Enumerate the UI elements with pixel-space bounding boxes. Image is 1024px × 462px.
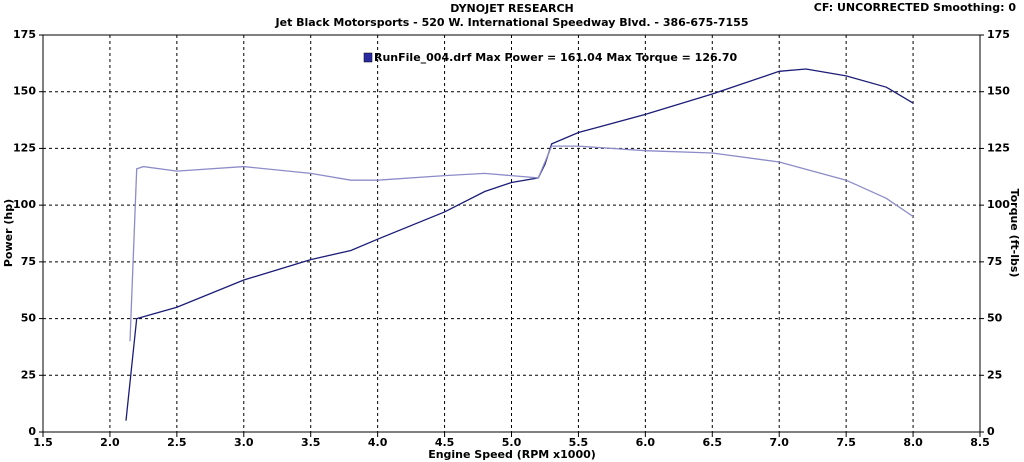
- y-tick-label: 125: [13, 141, 36, 154]
- y-tick-label: 25: [21, 368, 36, 381]
- y2-tick-label: 150: [987, 85, 1010, 98]
- x-tick-label: 1.5: [33, 436, 53, 449]
- x-tick-label: 3.5: [301, 436, 321, 449]
- x-tick-label: 3.0: [234, 436, 254, 449]
- legend-swatch: [363, 52, 373, 63]
- x-tick-label: 5.5: [569, 436, 589, 449]
- x-tick-label: 4.0: [368, 436, 388, 449]
- y2-tick-label: 25: [987, 368, 1002, 381]
- y2-axis-label: Torque (ft-lbs): [1008, 189, 1021, 278]
- y2-tick-label: 175: [987, 28, 1010, 41]
- y2-tick-label: 75: [987, 255, 1002, 268]
- y-tick-label: 150: [13, 85, 36, 98]
- x-tick-label: 8.5: [970, 436, 990, 449]
- y-tick-label: 50: [21, 312, 37, 325]
- legend-text: RunFile_004.drf Max Power = 161.04 Max T…: [374, 51, 737, 64]
- y2-tick-label: 50: [987, 312, 1003, 325]
- y-tick-label: 175: [13, 28, 36, 41]
- x-tick-label: 2.0: [100, 436, 120, 449]
- x-tick-label: 6.5: [703, 436, 723, 449]
- y-tick-label: 100: [13, 198, 36, 211]
- x-tick-label: 2.5: [167, 436, 187, 449]
- y2-tick-label: 125: [987, 141, 1010, 154]
- x-axis-label: Engine Speed (RPM x1000): [428, 448, 596, 461]
- series-line: [129, 145, 914, 342]
- plot-frame: [42, 34, 981, 433]
- y-tick-label: 75: [21, 255, 36, 268]
- x-tick-label: 7.0: [769, 436, 789, 449]
- y2-tick-label: 0: [987, 425, 995, 438]
- y-axis-label: Power (hp): [2, 199, 15, 267]
- chart-title: DYNOJET RESEARCH: [450, 2, 573, 15]
- x-tick-label: 6.0: [636, 436, 656, 449]
- y-tick-label: 0: [28, 425, 36, 438]
- x-tick-label: 7.5: [836, 436, 856, 449]
- corner-note: CF: UNCORRECTED Smoothing: 0: [814, 1, 1017, 14]
- chart-subtitle: Jet Black Motorsports - 520 W. Internati…: [275, 16, 749, 29]
- y2-tick-label: 100: [987, 198, 1010, 211]
- x-tick-label: 8.0: [903, 436, 923, 449]
- x-tick-label: 4.5: [435, 436, 455, 449]
- x-tick-label: 5.0: [502, 436, 522, 449]
